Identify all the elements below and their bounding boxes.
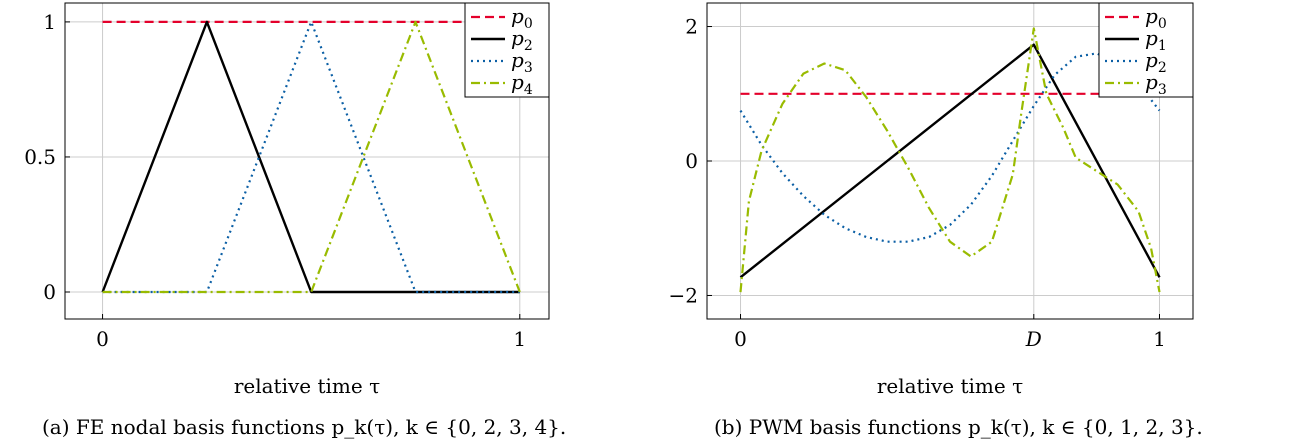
chart-b-legend-box bbox=[1098, 2, 1194, 98]
chart-a-legend-label-p2: p2 bbox=[511, 26, 533, 54]
chart-a-legend-label-p0: p0 bbox=[511, 4, 533, 32]
chart-b-series-p2 bbox=[739, 52, 1161, 243]
chart-b-y-ticks: −2 0 2 bbox=[669, 15, 712, 307]
chart-b-x-tick-label-1: D bbox=[1025, 327, 1042, 351]
chart-a-frame bbox=[64, 2, 550, 320]
chart-b-series-p3 bbox=[739, 27, 1161, 293]
chart-b-caption-text: (b) PWM basis functions p_k(τ), k ∈ {0, … bbox=[714, 415, 1203, 439]
chart-b-y-tick-label-0: −2 bbox=[669, 283, 698, 307]
chart-a-caption: (a) FE nodal basis functions p_k(τ), k ∈… bbox=[42, 415, 566, 439]
chart-a-caption-text: (a) FE nodal basis functions p_k(τ), k ∈… bbox=[42, 415, 566, 439]
chart-a-y-tick-label-1: 0.5 bbox=[24, 145, 56, 169]
chart-b-series-p1 bbox=[739, 43, 1161, 279]
chart-a-legend-label-p3: p3 bbox=[511, 48, 533, 76]
chart-b-x-tick-label-2: 1 bbox=[1153, 327, 1166, 351]
chart-b-y-tick-label-2: 2 bbox=[685, 15, 698, 39]
chart-a-series bbox=[101, 20, 521, 294]
chart-a-legend-box bbox=[464, 2, 550, 98]
chart-a-x-axis-label: relative time τ bbox=[234, 374, 380, 398]
chart-b-series bbox=[739, 27, 1161, 293]
chart-a-series-p2 bbox=[101, 20, 520, 294]
chart-b-legend-label-p2: p2 bbox=[1145, 48, 1167, 76]
chart-b-legend-label-p1: p1 bbox=[1145, 26, 1167, 54]
chart-b-x-ticks: 0 D 1 bbox=[734, 314, 1166, 351]
chart-b-x-tick-label-0: 0 bbox=[734, 327, 747, 351]
chart-a-x-tick-label-1: 1 bbox=[513, 327, 526, 351]
chart-b-legend-label-p3: p3 bbox=[1145, 70, 1167, 98]
chart-b-legend-label-p0: p0 bbox=[1145, 4, 1167, 32]
chart-a-y-tick-label-0: 0 bbox=[43, 280, 56, 304]
chart-b-x-axis-label: relative time τ bbox=[877, 374, 1023, 398]
chart-a-y-tick-label-2: 1 bbox=[43, 10, 56, 34]
chart-b-caption: (b) PWM basis functions p_k(τ), k ∈ {0, … bbox=[714, 415, 1203, 439]
chart-b-y-tick-label-1: 0 bbox=[685, 149, 698, 173]
chart-a-x-tick-label-0: 0 bbox=[96, 327, 109, 351]
chart-a-y-ticks: 00.51 bbox=[24, 10, 70, 304]
chart-a-legend-label-p4: p4 bbox=[511, 70, 533, 98]
